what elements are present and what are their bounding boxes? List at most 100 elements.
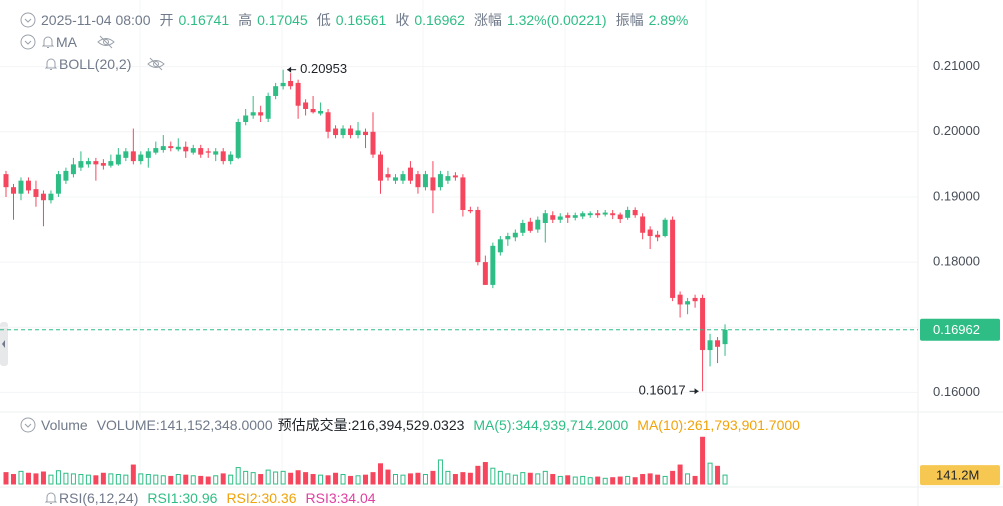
candle-body [475, 209, 481, 263]
volume-bar [288, 472, 294, 485]
volume-bar [437, 459, 443, 485]
y-tick-label: 0.19000 [933, 188, 980, 203]
candle-body [692, 297, 698, 302]
candle-body [303, 102, 309, 109]
volume-bar [692, 475, 698, 485]
candle-body [550, 215, 556, 220]
value: 0.17045 [257, 12, 308, 28]
volume-bar [722, 474, 728, 485]
bell-icon[interactable] [44, 56, 58, 72]
y-tick-label: 0.21000 [933, 58, 980, 73]
volume-bar [677, 464, 683, 485]
value: 0.16561 [335, 12, 387, 28]
volume-bar [130, 464, 136, 485]
candle-body [715, 340, 721, 347]
volume-bar [78, 474, 84, 485]
candle-body [160, 146, 166, 151]
bell-icon[interactable] [41, 34, 55, 50]
candle-body [662, 219, 668, 237]
volume-bar [385, 469, 391, 485]
candle-body [535, 219, 541, 230]
ma5: MA(5):344,939,714.2000 [473, 417, 629, 433]
candle-body [55, 174, 61, 194]
candle-body [467, 209, 473, 212]
candle-body [452, 175, 458, 178]
candle-body [213, 151, 219, 155]
volume-bar [190, 475, 196, 485]
volume-bar [153, 474, 159, 485]
candle-body [85, 161, 91, 165]
hide-icon[interactable] [146, 56, 166, 72]
volume-bar [445, 470, 451, 485]
y-tick-label: 0.16000 [933, 384, 980, 399]
collapse-icon[interactable] [20, 417, 36, 433]
indicator-name: BOLL(20,2) [59, 56, 132, 72]
candle-body [145, 151, 151, 158]
collapse-icon[interactable] [20, 12, 36, 28]
candle-body [25, 180, 31, 191]
candle-body [190, 148, 196, 153]
candle-body [385, 174, 391, 178]
candle-body [565, 215, 571, 218]
estimate: 预估成交量:216,394,529.0323 [277, 417, 465, 433]
volume-bar [348, 475, 354, 485]
candle-body [258, 112, 264, 116]
label: 高 [238, 12, 253, 28]
volume-bar [318, 474, 324, 485]
volume-bar [10, 474, 16, 485]
candle-body [670, 219, 676, 298]
bell-icon[interactable] [44, 490, 58, 506]
readout: VOLUME:141,152,348.0000 [96, 417, 273, 433]
candle-body [48, 193, 54, 201]
volume-bar [258, 474, 264, 485]
value: 1.32%(0.00221) [506, 12, 607, 28]
candle-body [370, 131, 376, 155]
candle-body [175, 146, 181, 150]
volume-bar [265, 469, 271, 485]
label: 开 [159, 12, 174, 28]
candle-body [265, 95, 271, 119]
candle-body [205, 151, 211, 153]
candle-body [595, 213, 601, 216]
candle-body [348, 128, 354, 136]
volume-bar [18, 470, 24, 485]
candle-body [580, 213, 586, 217]
candle-body [10, 187, 16, 194]
volume-bar [93, 475, 99, 485]
candle-body [587, 213, 593, 216]
candle-body [722, 329, 728, 345]
volume-bar [85, 474, 91, 485]
volume-bar [363, 474, 369, 485]
volume-bar [580, 475, 586, 485]
candle-body [647, 229, 653, 237]
candle-body [400, 174, 406, 181]
collapse-icon[interactable] [20, 34, 36, 50]
candle-body [63, 170, 69, 181]
candle-body [243, 115, 249, 123]
candle-body [640, 216, 646, 233]
candle-body [100, 163, 106, 166]
candle-body [235, 122, 241, 158]
volume-bar [220, 473, 226, 485]
candle-body [378, 154, 383, 181]
candle-body [318, 110, 324, 114]
hide-icon[interactable] [96, 34, 116, 50]
min-annotation: 0.16017 [639, 383, 686, 398]
candle-body [610, 213, 616, 216]
candle-body [520, 223, 526, 233]
volume-bar [378, 463, 383, 485]
volume-bar [662, 475, 668, 485]
volume-bar [422, 474, 428, 485]
candle-body [288, 80, 294, 87]
volume-bar [475, 465, 481, 485]
candle-body [295, 82, 301, 106]
volume-bar [565, 475, 571, 485]
candle-body [115, 154, 121, 165]
volume-bar [505, 473, 511, 485]
volume-bar [467, 472, 473, 485]
volume-bar [625, 475, 631, 485]
candle-body [572, 215, 578, 218]
candle-body [685, 301, 691, 305]
